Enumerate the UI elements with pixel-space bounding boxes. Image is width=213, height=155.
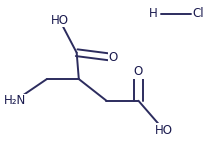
Text: O: O xyxy=(134,65,143,78)
Text: HO: HO xyxy=(155,124,173,137)
Text: H: H xyxy=(149,7,158,20)
Text: Cl: Cl xyxy=(192,7,204,20)
Text: HO: HO xyxy=(51,14,69,27)
Text: H₂N: H₂N xyxy=(4,94,26,107)
Text: O: O xyxy=(108,51,118,64)
